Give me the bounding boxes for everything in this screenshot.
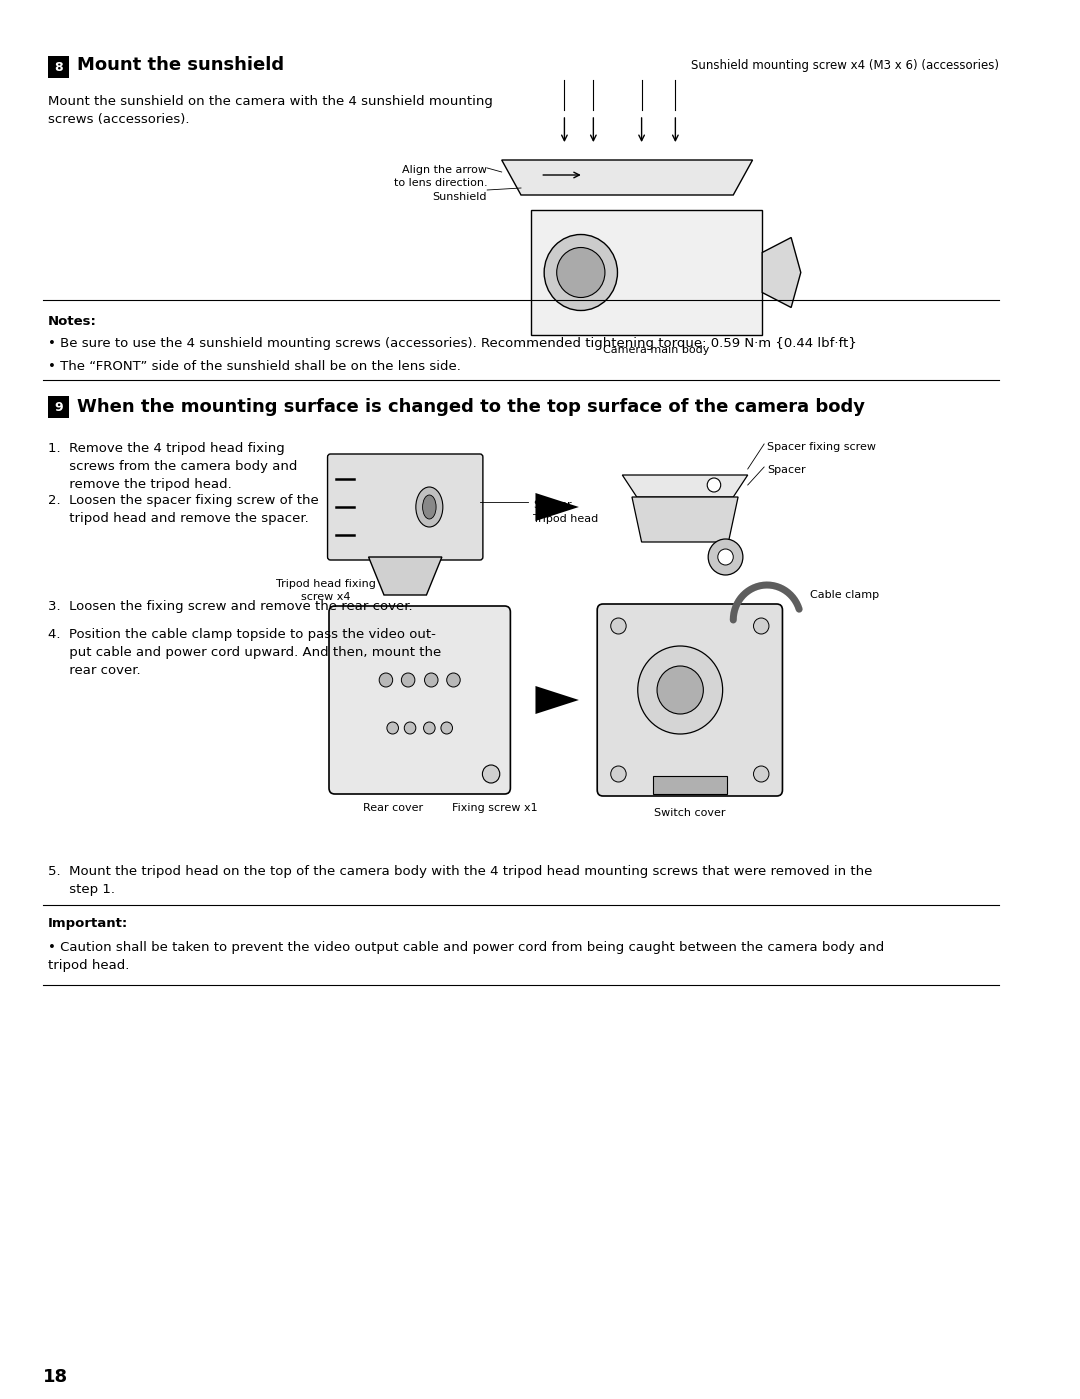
Circle shape <box>754 618 769 634</box>
Circle shape <box>718 548 733 565</box>
Text: 1.  Remove the 4 tripod head fixing
     screws from the camera body and
     re: 1. Remove the 4 tripod head fixing screw… <box>49 442 298 491</box>
Circle shape <box>638 646 723 734</box>
Text: Notes:: Notes: <box>49 315 97 327</box>
Circle shape <box>610 618 626 634</box>
Text: Spacer: Spacer <box>767 464 806 476</box>
Text: 8: 8 <box>55 60 63 74</box>
Ellipse shape <box>416 487 443 527</box>
Polygon shape <box>536 686 579 713</box>
Circle shape <box>387 722 399 734</box>
FancyBboxPatch shape <box>597 604 783 796</box>
Polygon shape <box>762 238 800 308</box>
Polygon shape <box>622 476 747 497</box>
Circle shape <box>441 722 453 734</box>
Circle shape <box>404 722 416 734</box>
Circle shape <box>610 767 626 782</box>
Text: Camera main body: Camera main body <box>603 346 710 355</box>
Text: Sunshield: Sunshield <box>433 192 487 201</box>
Circle shape <box>402 673 415 687</box>
Circle shape <box>657 666 703 713</box>
Text: 4.  Position the cable clamp topside to pass the video out-
     put cable and p: 4. Position the cable clamp topside to p… <box>49 628 442 677</box>
Circle shape <box>754 767 769 782</box>
Circle shape <box>556 248 605 298</box>
Circle shape <box>423 722 435 734</box>
Bar <box>530 210 762 334</box>
Circle shape <box>544 235 618 311</box>
Polygon shape <box>536 492 579 520</box>
Text: Spacer fixing screw: Spacer fixing screw <box>767 442 876 452</box>
Text: • The “FRONT” side of the sunshield shall be on the lens side.: • The “FRONT” side of the sunshield shal… <box>49 360 461 374</box>
Text: • Be sure to use the 4 sunshield mounting screws (accessories). Recommended tigh: • Be sure to use the 4 sunshield mountin… <box>49 337 858 350</box>
Text: Mount the sunshield: Mount the sunshield <box>77 56 284 74</box>
Text: 18: 18 <box>43 1368 68 1386</box>
Bar <box>49 56 69 78</box>
Text: Mount the sunshield on the camera with the 4 sunshield mounting
screws (accessor: Mount the sunshield on the camera with t… <box>49 95 494 126</box>
Text: 3.  Loosen the fixing screw and remove the rear cover.: 3. Loosen the fixing screw and remove th… <box>49 600 413 613</box>
Circle shape <box>447 673 460 687</box>
Bar <box>49 396 69 418</box>
Text: Fixing screw x1: Fixing screw x1 <box>453 803 538 813</box>
Polygon shape <box>368 557 442 595</box>
Circle shape <box>708 539 743 575</box>
Circle shape <box>379 673 393 687</box>
Circle shape <box>483 765 500 783</box>
Text: Tripod head fixing
screw x4: Tripod head fixing screw x4 <box>275 579 376 602</box>
Circle shape <box>707 478 720 492</box>
Circle shape <box>424 673 438 687</box>
Text: Switch cover: Switch cover <box>654 809 726 818</box>
Polygon shape <box>502 159 753 194</box>
Text: 9: 9 <box>55 400 63 414</box>
Ellipse shape <box>422 495 436 519</box>
Bar <box>653 776 727 795</box>
Text: Sunshield mounting screw x4 (M3 x 6) (accessories): Sunshield mounting screw x4 (M3 x 6) (ac… <box>690 59 999 71</box>
Text: Rear cover: Rear cover <box>363 803 422 813</box>
Text: Spacer
Tripod head: Spacer Tripod head <box>534 501 598 523</box>
Text: • Caution shall be taken to prevent the video output cable and power cord from b: • Caution shall be taken to prevent the … <box>49 942 885 972</box>
Text: 5.  Mount the tripod head on the top of the camera body with the 4 tripod head m: 5. Mount the tripod head on the top of t… <box>49 865 873 895</box>
FancyBboxPatch shape <box>327 455 483 560</box>
Text: 2.  Loosen the spacer fixing screw of the
     tripod head and remove the spacer: 2. Loosen the spacer fixing screw of the… <box>49 494 319 525</box>
Polygon shape <box>632 497 738 541</box>
Text: Align the arrow
to lens direction.: Align the arrow to lens direction. <box>393 165 487 189</box>
FancyBboxPatch shape <box>329 606 511 795</box>
Text: Cable clamp: Cable clamp <box>810 590 879 600</box>
Text: When the mounting surface is changed to the top surface of the camera body: When the mounting surface is changed to … <box>77 397 865 416</box>
Text: Important:: Important: <box>49 916 129 930</box>
